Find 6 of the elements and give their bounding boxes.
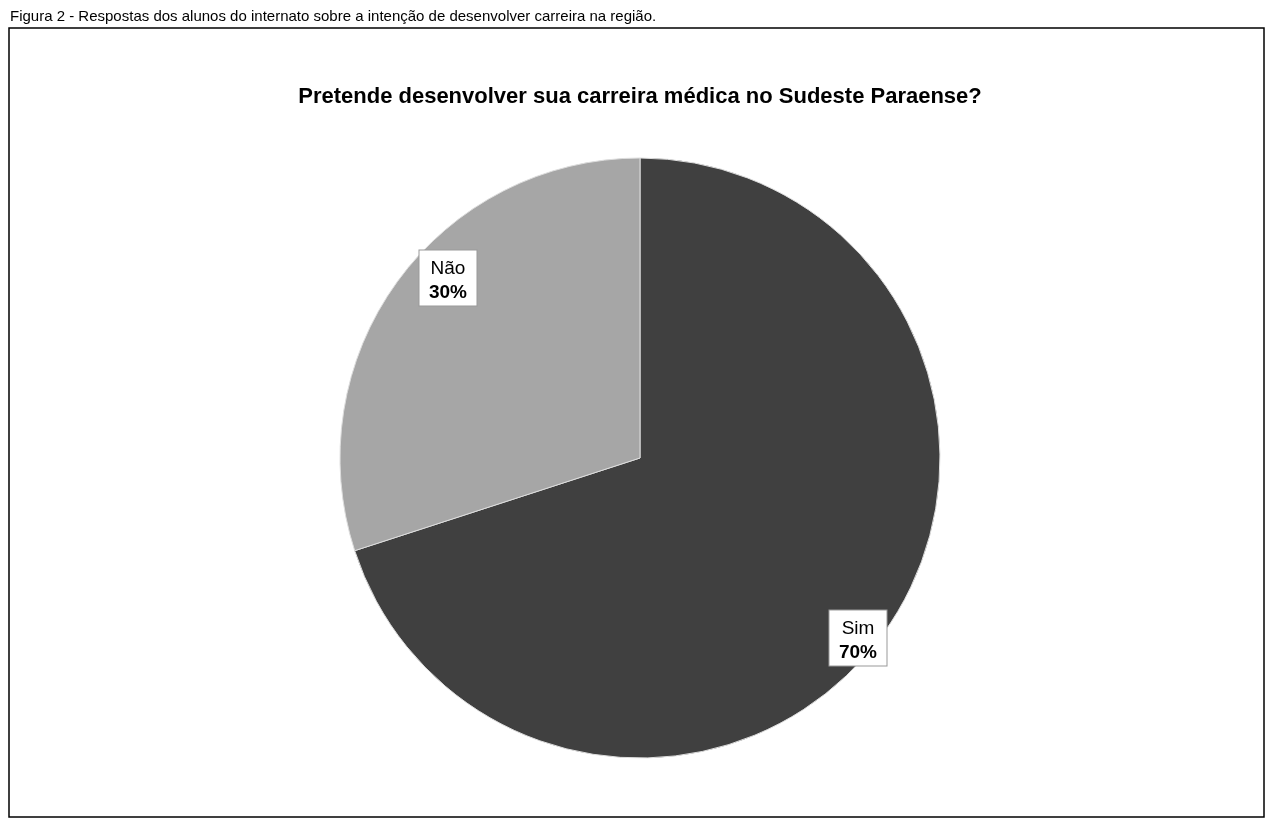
data-label: 70% [838, 641, 878, 662]
chart-title: Pretende desenvolver sua carreira médica no Sudeste Paraense? [298, 83, 982, 108]
slice-label: Não [430, 257, 466, 278]
text: Figura 2 - Respostas dos alunos do internato sobre a intenção de desenvolver carreira na região. [10, 7, 657, 24]
data-label: 30% [428, 281, 468, 302]
slice-label: Sim [841, 617, 875, 638]
